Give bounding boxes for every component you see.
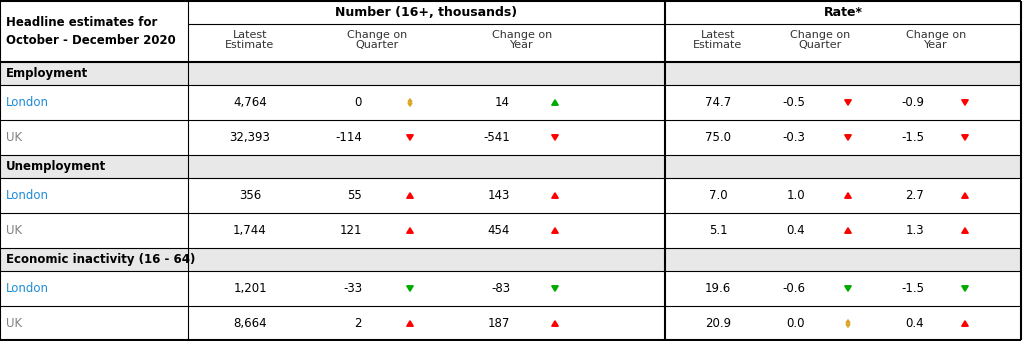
Polygon shape — [846, 324, 850, 327]
Text: Unemployment: Unemployment — [6, 160, 106, 173]
Text: -0.6: -0.6 — [782, 282, 805, 295]
Text: -1.5: -1.5 — [901, 282, 924, 295]
Text: London: London — [6, 96, 49, 109]
Polygon shape — [407, 321, 414, 326]
Polygon shape — [845, 135, 851, 140]
Text: 0.4: 0.4 — [905, 317, 924, 330]
Text: Number (16+, thousands): Number (16+, thousands) — [336, 6, 517, 19]
Text: Quarter: Quarter — [799, 40, 842, 50]
Polygon shape — [845, 228, 851, 233]
Text: Change on: Change on — [906, 30, 966, 40]
Text: -541: -541 — [483, 131, 510, 144]
Text: -0.5: -0.5 — [782, 96, 805, 109]
Text: Year: Year — [510, 40, 534, 50]
Text: UK: UK — [6, 131, 23, 144]
Text: 55: 55 — [347, 189, 362, 202]
Text: Quarter: Quarter — [355, 40, 398, 50]
Polygon shape — [407, 228, 414, 233]
Text: 1.3: 1.3 — [905, 224, 924, 237]
Polygon shape — [962, 135, 969, 140]
Text: 0.0: 0.0 — [786, 317, 805, 330]
Text: London: London — [6, 282, 49, 295]
Text: -114: -114 — [335, 131, 362, 144]
Polygon shape — [407, 135, 414, 140]
Text: 7.0: 7.0 — [709, 189, 727, 202]
Polygon shape — [962, 228, 969, 233]
Text: 2: 2 — [354, 317, 362, 330]
Text: 14: 14 — [495, 96, 510, 109]
Text: -0.9: -0.9 — [901, 96, 924, 109]
Bar — [0, 248, 1021, 271]
Text: Economic inactivity (16 - 64): Economic inactivity (16 - 64) — [6, 253, 196, 266]
Text: 121: 121 — [340, 224, 362, 237]
Text: -0.3: -0.3 — [782, 131, 805, 144]
Text: 0: 0 — [354, 96, 362, 109]
Text: 1,744: 1,744 — [233, 224, 267, 237]
Text: 5.1: 5.1 — [709, 224, 727, 237]
Text: 75.0: 75.0 — [705, 131, 731, 144]
Polygon shape — [552, 100, 558, 105]
Text: Latest: Latest — [700, 30, 735, 40]
Polygon shape — [407, 193, 414, 198]
Text: Headline estimates for
October - December 2020: Headline estimates for October - Decembe… — [6, 15, 176, 46]
Polygon shape — [845, 286, 851, 291]
Text: London: London — [6, 189, 49, 202]
Text: 74.7: 74.7 — [705, 96, 731, 109]
Text: -1.5: -1.5 — [901, 131, 924, 144]
Polygon shape — [408, 99, 412, 102]
Polygon shape — [962, 321, 969, 326]
Bar — [0, 62, 1021, 85]
Text: 0.4: 0.4 — [786, 224, 805, 237]
Polygon shape — [408, 103, 412, 106]
Polygon shape — [552, 321, 558, 326]
Text: 454: 454 — [487, 224, 510, 237]
Text: Change on: Change on — [790, 30, 850, 40]
Text: 143: 143 — [487, 189, 510, 202]
Text: 4,764: 4,764 — [233, 96, 267, 109]
Polygon shape — [845, 100, 851, 105]
Text: UK: UK — [6, 224, 23, 237]
Text: -33: -33 — [343, 282, 362, 295]
Polygon shape — [552, 135, 558, 140]
Polygon shape — [962, 100, 969, 105]
Text: Change on: Change on — [347, 30, 408, 40]
Polygon shape — [962, 193, 969, 198]
Text: Employment: Employment — [6, 67, 88, 80]
Text: Year: Year — [925, 40, 948, 50]
Polygon shape — [962, 286, 969, 291]
Text: Change on: Change on — [492, 30, 552, 40]
Polygon shape — [407, 286, 414, 291]
Text: Latest: Latest — [232, 30, 267, 40]
Text: 2.7: 2.7 — [905, 189, 924, 202]
Polygon shape — [552, 228, 558, 233]
Text: 1,201: 1,201 — [233, 282, 267, 295]
Text: 1.0: 1.0 — [786, 189, 805, 202]
Polygon shape — [845, 193, 851, 198]
Text: Rate*: Rate* — [823, 6, 862, 19]
Polygon shape — [552, 286, 558, 291]
Text: UK: UK — [6, 317, 23, 330]
Text: 19.6: 19.6 — [705, 282, 731, 295]
Text: 20.9: 20.9 — [705, 317, 731, 330]
Bar — [0, 155, 1021, 178]
Text: 8,664: 8,664 — [233, 317, 267, 330]
Text: 356: 356 — [239, 189, 261, 202]
Text: 187: 187 — [487, 317, 510, 330]
Text: Estimate: Estimate — [693, 40, 742, 50]
Text: -83: -83 — [490, 282, 510, 295]
Polygon shape — [846, 320, 850, 323]
Polygon shape — [552, 193, 558, 198]
Text: 32,393: 32,393 — [229, 131, 270, 144]
Text: Estimate: Estimate — [225, 40, 274, 50]
